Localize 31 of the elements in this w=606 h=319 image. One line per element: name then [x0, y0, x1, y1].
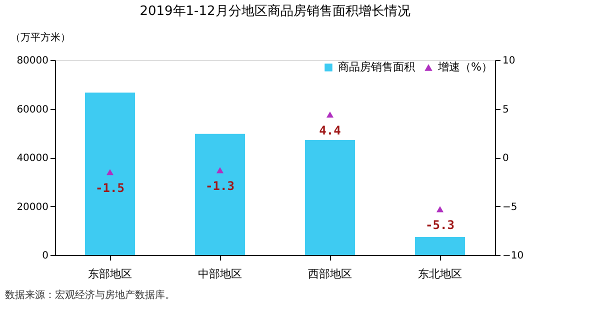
- x-tick-label: 中部地区: [198, 268, 242, 280]
- y-axis-title: （万平方米）: [10, 32, 70, 44]
- y2-tick-label: 10: [502, 56, 516, 66]
- y2-tick-label: −10: [502, 250, 524, 262]
- legend-label: 商品房销售面积: [338, 60, 415, 74]
- y-tick-label: 60000: [16, 104, 48, 116]
- data-label: -1.3: [206, 179, 234, 194]
- x-tick-label: 东部地区: [88, 268, 132, 280]
- bar: [305, 140, 355, 255]
- point: [436, 206, 444, 212]
- bar: [415, 236, 465, 255]
- source-note: 数据来源：宏观经济与房地产数据库。: [5, 289, 175, 301]
- point: [216, 167, 224, 174]
- data-label: -1.5: [96, 181, 124, 196]
- y-tick-label: 20000: [16, 202, 48, 213]
- y2-tick-label: 0: [502, 153, 509, 164]
- y-tick-label: 80000: [16, 56, 48, 66]
- x-tick-label: 东北地区: [418, 268, 462, 280]
- y2-tick-label: −5: [502, 202, 518, 213]
- y2-tick-label: 5: [502, 104, 509, 116]
- point: [106, 169, 114, 176]
- y-tick-label: 40000: [16, 153, 48, 164]
- data-label: 4.4: [319, 124, 341, 138]
- chart-title: 2019年1-12月分地区商品房销售面积增长情况: [140, 3, 410, 19]
- bar: [85, 92, 135, 255]
- data-label: -5.3: [426, 218, 454, 232]
- y-tick-label: 0: [42, 250, 48, 262]
- x-tick-label: 西部地区: [308, 268, 352, 280]
- point: [326, 112, 334, 118]
- bar: [195, 134, 245, 255]
- legend-label: 增速（%）: [437, 60, 492, 74]
